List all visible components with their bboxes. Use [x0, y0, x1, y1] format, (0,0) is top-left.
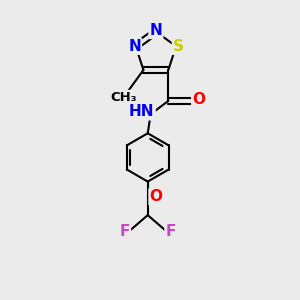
Text: F: F	[166, 224, 176, 239]
Text: N: N	[149, 23, 162, 38]
Text: HN: HN	[129, 104, 154, 119]
Text: CH₃: CH₃	[110, 91, 137, 104]
Text: O: O	[149, 189, 163, 204]
Text: F: F	[120, 224, 130, 239]
Text: O: O	[192, 92, 205, 106]
Text: N: N	[128, 39, 141, 54]
Text: S: S	[173, 39, 184, 54]
